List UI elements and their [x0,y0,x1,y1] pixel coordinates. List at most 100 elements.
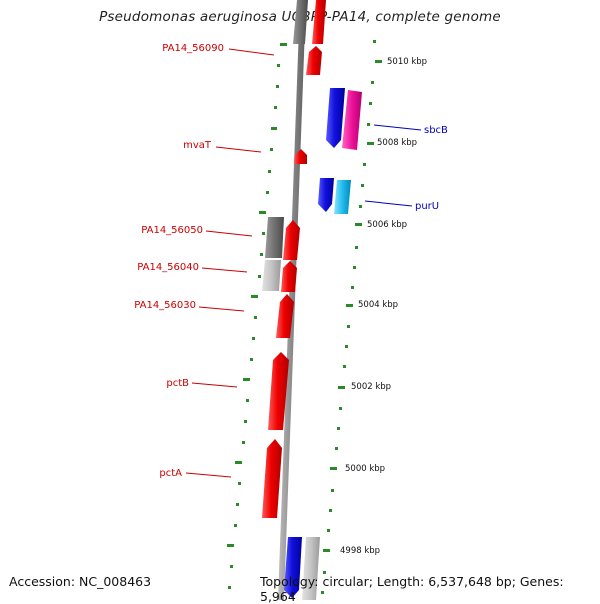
minor-tick [262,232,265,235]
minor-tick [339,407,342,410]
minor-tick [276,85,279,88]
right-ruler [321,40,382,594]
minor-tick [327,529,330,532]
minor-tick [270,148,273,151]
minor-tick [369,102,372,105]
scale-label: 5008 kbp [377,138,417,148]
minor-tick [260,253,263,256]
minor-tick [250,358,253,361]
leader-pa14-56040 [201,267,248,273]
minor-tick [343,365,346,368]
major-tick [280,43,287,46]
major-tick [235,461,242,464]
minor-tick [331,489,334,492]
minor-tick [355,246,358,249]
leader-mvaT [215,146,262,153]
gene-top-red [312,0,326,44]
major-tick [227,544,234,547]
major-tick [271,127,277,130]
major-tick [367,142,374,145]
major-tick [346,304,353,307]
minor-tick [345,345,348,348]
gene-pa14-56090 [306,46,322,75]
label-purU: purU [415,201,439,212]
minor-tick [321,591,324,594]
gene-pa14-56030 [276,294,294,338]
leader-sbcB [373,124,422,131]
minor-tick [353,266,356,269]
label-pa14-56050: PA14_56050 [141,225,203,236]
minor-tick [337,427,340,430]
scale-label: 5004 kbp [358,300,398,310]
major-tick [375,60,382,63]
label-mvaT: mvaT [183,140,212,151]
major-tick [251,295,258,298]
scale-label: 5006 kbp [367,220,407,230]
gene-mvaT [294,149,307,164]
leader-pctB [191,382,238,388]
minor-tick [363,163,366,166]
minor-tick [268,170,271,173]
gene-pa14-56050 [283,220,300,260]
minor-tick [242,441,245,444]
gene-top-gray [293,0,308,44]
gene-bottom-blue [284,537,302,598]
minor-tick [254,316,257,319]
minor-tick [351,286,354,289]
minor-tick [359,205,362,208]
minor-tick [274,106,277,109]
gene-labels: PA14_56090 mvaT PA14_56050 PA14_56040 PA… [134,43,448,479]
leader-pctA [185,472,232,478]
minor-tick [335,447,338,450]
major-tick [330,467,337,470]
gene-bottom-lgray [302,537,320,600]
minor-tick [252,337,255,340]
scale-label: 5000 kbp [345,464,385,474]
minor-tick [266,191,269,194]
minor-tick [236,503,239,506]
gene-cyan [334,180,351,214]
scale-label: 5002 kbp [351,382,391,392]
leader-pa14-56090 [228,48,275,56]
minor-tick [258,275,261,278]
left-ruler [227,43,287,589]
scale-labels: 5010 kbp 5008 kbp 5006 kbp 5004 kbp 5002… [340,57,427,556]
label-pa14-56090: PA14_56090 [162,43,224,54]
leader-purU [364,200,413,207]
scale-label: 5010 kbp [387,57,427,67]
minor-tick [347,325,350,328]
minor-tick [238,482,241,485]
gene-pctA [262,439,282,518]
label-pa14-56030: PA14_56030 [134,300,196,311]
minor-tick [246,399,249,402]
minor-tick [329,509,332,512]
major-tick [259,211,266,214]
label-pa14-56040: PA14_56040 [137,262,199,273]
major-tick [243,378,250,381]
gene-pctB [268,352,289,430]
minor-tick [234,524,237,527]
major-tick [323,549,330,552]
major-tick [355,223,362,226]
accession-text: Accession: NC_008463 [9,574,152,589]
major-tick [338,386,345,389]
gene-magenta [342,90,362,150]
gene-pa14-56040 [281,261,297,292]
minor-tick [371,81,374,84]
scale-label: 4998 kbp [340,546,380,556]
minor-tick [244,420,247,423]
gene-pa14-56040-lgray [262,260,281,291]
minor-tick [228,586,231,589]
gene-purU [318,178,334,212]
label-pctB: pctB [166,378,189,389]
label-pctA: pctA [159,468,182,479]
minor-tick [277,64,280,67]
minor-tick [373,40,376,43]
leader-pa14-56050 [205,230,253,237]
minor-tick [367,123,370,126]
minor-tick [361,184,364,187]
gene-features [262,0,362,600]
minor-tick [230,565,233,568]
label-leaders [185,48,422,478]
